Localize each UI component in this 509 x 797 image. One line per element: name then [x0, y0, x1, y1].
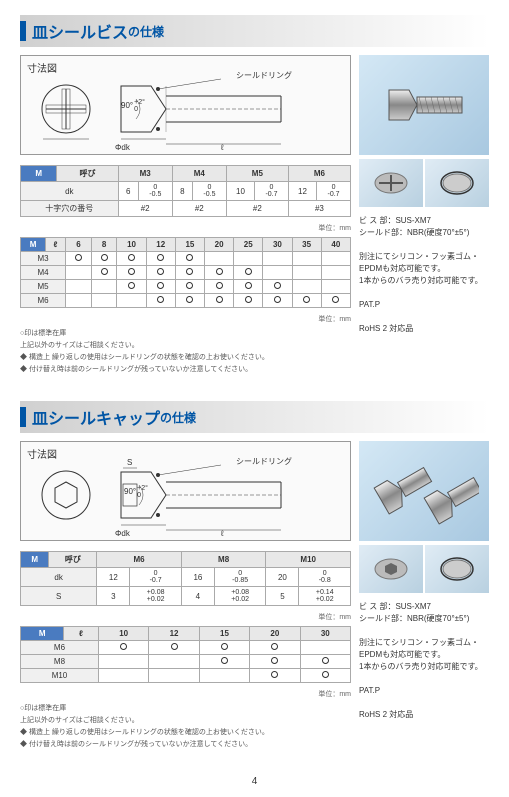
product-photo-detail [359, 545, 423, 593]
right-col: ビ ス 部：SUS-XM7シールド部：NBR(硬度70°±5°) 別注にてシリコ… [359, 55, 489, 376]
header-title: 皿シールキャップ [32, 405, 160, 429]
len-label: ℓ [221, 143, 224, 152]
header-title: 皿シールビス [32, 19, 128, 43]
product-photo-main [359, 441, 489, 541]
page-number: 4 [20, 776, 489, 787]
right-col: ビ ス 部：SUS-XM7シールド部：NBR(硬度70°±5°) 別注にてシリコ… [359, 441, 489, 751]
note-text: ◆ 構造上 繰り返しの使用はシールドリングの状態を確認の上お使いください。 [20, 727, 351, 737]
screw-render-icon [379, 70, 469, 140]
page: 皿シールビス の仕様 寸法図 シールドリング 90°+2°0 Φdk ℓ M呼び… [0, 0, 509, 797]
spec-table-2: Mℓ681012152025303540M3M4M5M6 [20, 237, 351, 308]
product-photo-main [359, 55, 489, 155]
section-cap: 皿シールキャップ の仕様 寸法図 シールドリング S 90°+2°0 Φdk ℓ… [20, 401, 489, 751]
header-sub: の仕様 [128, 23, 164, 40]
len-label: ℓ [221, 529, 224, 538]
content-row: 寸法図 シールドリング S 90°+2°0 Φdk ℓ M呼びM6M8M10dk… [20, 441, 489, 751]
ring-label: シールドリング [236, 70, 292, 81]
product-photo-detail [359, 159, 423, 207]
photo-grid [359, 159, 489, 207]
diagram-label: 寸法図 [27, 446, 57, 461]
diagram-label: 寸法図 [27, 60, 57, 75]
header-bar: 皿シールビス の仕様 [20, 15, 489, 47]
section-bis: 皿シールビス の仕様 寸法図 シールドリング 90°+2°0 Φdk ℓ M呼び… [20, 15, 489, 376]
header-accent [20, 407, 26, 427]
product-photo-detail [425, 545, 489, 593]
angle-label: 90°+2°0 [124, 485, 148, 499]
screw-render-icon [369, 451, 479, 531]
content-row: 寸法図 シールドリング 90°+2°0 Φdk ℓ M呼びM3M4M5M6dk6… [20, 55, 489, 376]
unit-label: 単位：mm [20, 223, 351, 233]
note-text: ○印は標準在庫 [20, 328, 351, 338]
dk-label: Φdk [115, 529, 130, 538]
ring-label: シールドリング [236, 456, 292, 467]
left-col: 寸法図 シールドリング S 90°+2°0 Φdk ℓ M呼びM6M8M10dk… [20, 441, 351, 751]
note-text: ○印は標準在庫 [20, 703, 351, 713]
dk-label: Φdk [115, 143, 130, 152]
diagram-box: 寸法図 シールドリング S 90°+2°0 Φdk ℓ [20, 441, 351, 541]
diagram-svg [31, 74, 331, 149]
note-text: ◆ 構造上 繰り返しの使用はシールドリングの状態を確認の上お使いください。 [20, 352, 351, 362]
header-accent [20, 21, 26, 41]
info-text: ビ ス 部：SUS-XM7シールド部：NBR(硬度70°±5°) 別注にてシリコ… [359, 215, 489, 335]
spec-table-1: M呼びM6M8M10dk120-0.7160-0.85200-0.8S3+0.0… [20, 551, 351, 606]
header-sub: の仕様 [160, 409, 196, 426]
product-photo-detail [425, 159, 489, 207]
s-label: S [127, 458, 132, 467]
note-text: 上記以外のサイズはご相談ください。 [20, 715, 351, 725]
unit-label: 単位：mm [20, 689, 351, 699]
unit-label: 単位：mm [20, 612, 351, 622]
note-text: ◆ 付け替え時は前のシールドリングが残っていないか注意してください。 [20, 364, 351, 374]
note-text: 上記以外のサイズはご相談ください。 [20, 340, 351, 350]
spec-table-2: Mℓ1012152030M6M8M10 [20, 626, 351, 683]
diagram-box: 寸法図 シールドリング 90°+2°0 Φdk ℓ [20, 55, 351, 155]
left-col: 寸法図 シールドリング 90°+2°0 Φdk ℓ M呼びM3M4M5M6dk6… [20, 55, 351, 376]
info-text: ビ ス 部：SUS-XM7シールド部：NBR(硬度70°±5°) 別注にてシリコ… [359, 601, 489, 721]
angle-label: 90°+2°0 [121, 99, 145, 113]
photo-grid [359, 545, 489, 593]
spec-table-1: M呼びM3M4M5M6dk60-0.580-0.5100-0.7120-0.7十… [20, 165, 351, 217]
note-text: ◆ 付け替え時は前のシールドリングが残っていないか注意してください。 [20, 739, 351, 749]
unit-label: 単位：mm [20, 314, 351, 324]
header-bar: 皿シールキャップ の仕様 [20, 401, 489, 433]
diagram-svg [31, 460, 331, 535]
